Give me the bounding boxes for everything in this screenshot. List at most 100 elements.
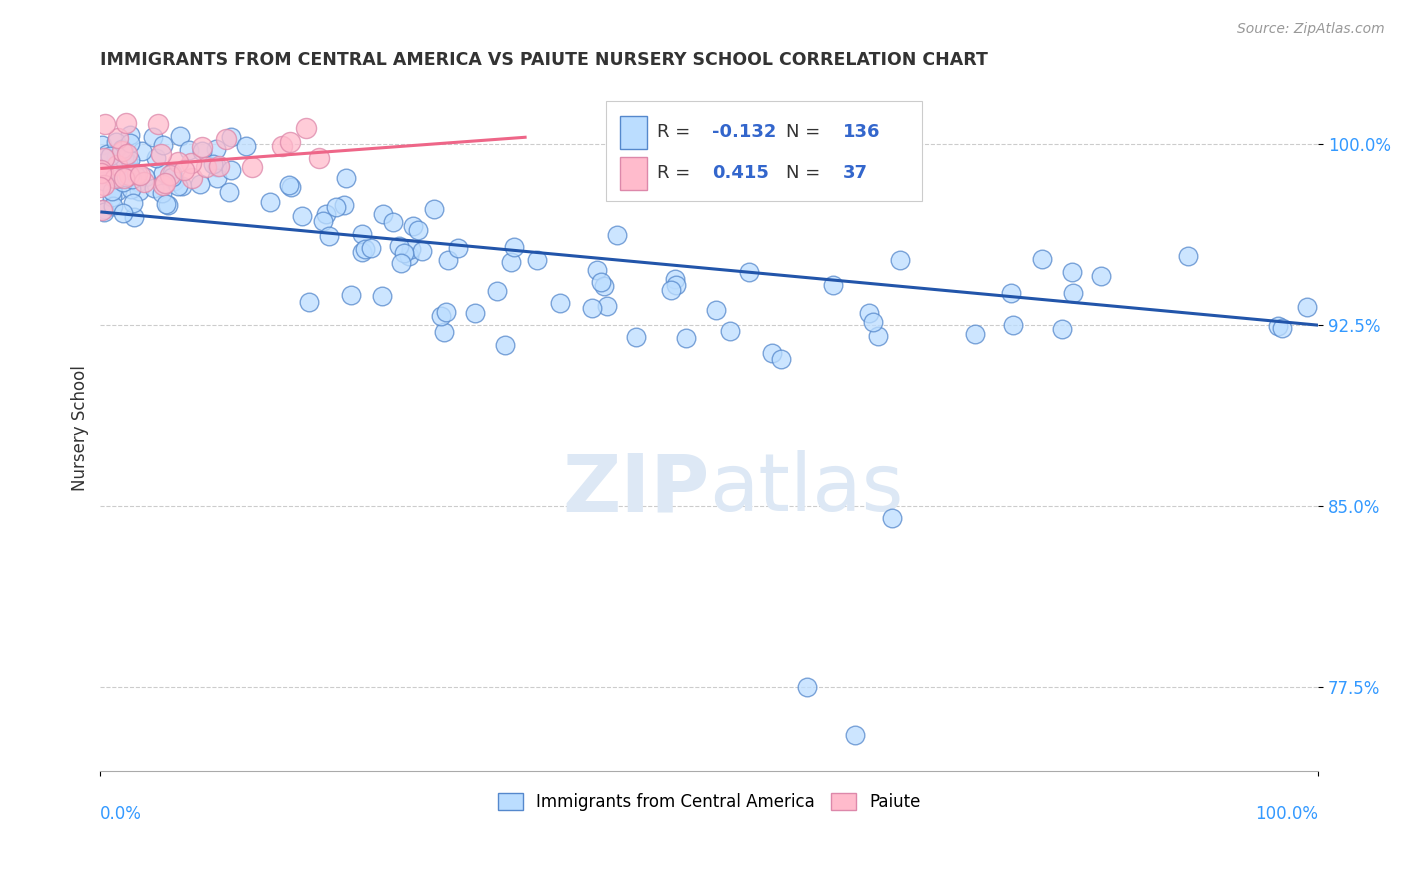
Point [112,152,135,166]
Point [143,180,166,194]
FancyBboxPatch shape [620,157,647,190]
Point [737,265,759,279]
Text: Source: ZipAtlas.com: Source: ZipAtlas.com [1237,22,1385,37]
Point [318,229,340,244]
Point [155,177,177,191]
Point [104,150,127,164]
Point [308,151,330,165]
Point [219,130,242,145]
Point [107,130,129,145]
Point [191,139,214,153]
Point [105,184,128,198]
Point [325,200,347,214]
Point [447,241,470,255]
Point [242,160,264,174]
Point [796,680,818,694]
Point [354,242,377,256]
Point [93,178,115,192]
Text: R =: R = [657,164,696,183]
Point [1050,322,1073,336]
Text: N =: N = [786,123,827,141]
Point [389,256,412,270]
Point [371,207,394,221]
Point [180,156,202,170]
Point [93,205,115,219]
FancyBboxPatch shape [620,116,647,149]
Point [291,209,314,223]
Point [769,351,792,366]
Text: -0.132: -0.132 [711,123,776,141]
Point [526,252,548,267]
Point [335,171,357,186]
Point [90,138,112,153]
Point [90,162,112,177]
Point [156,198,179,212]
Point [112,175,135,189]
Point [173,163,195,178]
Point [235,138,257,153]
Point [371,289,394,303]
Point [111,206,134,220]
Point [104,171,127,186]
Point [163,174,186,188]
Text: IMMIGRANTS FROM CENTRAL AMERICA VS PAIUTE NURSERY SCHOOL CORRELATION CHART: IMMIGRANTS FROM CENTRAL AMERICA VS PAIUT… [100,51,988,69]
Point [145,151,167,165]
Point [120,182,142,196]
Point [862,315,884,329]
Point [1062,285,1084,300]
Point [98,149,121,163]
Point [121,172,143,186]
Point [152,178,174,192]
Text: 0.0%: 0.0% [100,805,142,823]
Point [207,160,229,174]
Point [333,198,356,212]
FancyBboxPatch shape [606,102,922,201]
Point [1031,252,1053,266]
Point [592,279,614,293]
Point [93,152,115,166]
Point [152,165,174,179]
Point [718,324,741,338]
Point [205,170,228,185]
Point [761,345,783,359]
Point [844,728,866,742]
Point [350,227,373,241]
Point [100,185,122,199]
Point [312,214,335,228]
Point [350,244,373,259]
Point [858,306,880,320]
Point [91,203,114,218]
Y-axis label: Nursery School: Nursery School [72,365,89,491]
Point [94,117,117,131]
Text: atlas: atlas [709,450,904,528]
Point [494,338,516,352]
Point [381,215,404,229]
Point [208,159,231,173]
Point [665,277,688,292]
Point [270,139,292,153]
Point [111,145,134,159]
Point [402,219,425,234]
Point [132,175,155,189]
Point [167,155,190,169]
Text: 100.0%: 100.0% [1256,805,1319,823]
Point [128,184,150,198]
Point [392,245,415,260]
Point [149,146,172,161]
Point [141,130,163,145]
Point [131,144,153,158]
Point [1295,300,1317,314]
Point [501,255,523,269]
Point [704,302,727,317]
Point [118,153,141,167]
Point [963,326,986,341]
Point [434,305,457,319]
Point [105,135,128,149]
Point [340,288,363,302]
Point [181,170,204,185]
Point [880,511,903,525]
Point [120,136,142,150]
Legend: Immigrants from Central America, Paiute: Immigrants from Central America, Paiute [491,786,928,818]
Point [112,171,135,186]
Point [429,309,451,323]
